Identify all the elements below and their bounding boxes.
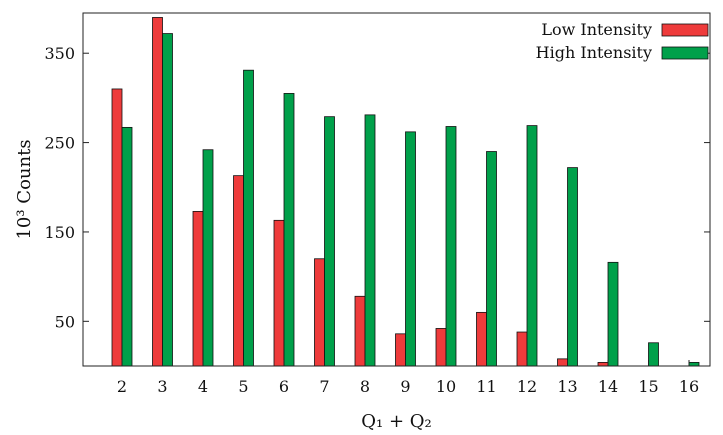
bar-low-2 [111,88,123,367]
x-tick-label: 4 [198,377,208,396]
y-tick-label: 250 [44,134,75,153]
bar-low-5 [233,175,244,367]
bar-low-13 [557,358,568,367]
x-tick-label: 3 [157,377,167,396]
bar-high-3 [162,33,173,367]
x-tick-label: 12 [517,377,537,396]
x-tick-label: 10 [436,377,456,396]
x-axis-label: Q₁ + Q₂ [361,411,431,432]
bar-low-9 [395,333,406,367]
x-tick-label: 9 [400,377,410,396]
ticks-group: 50 150 250 350 2 3 4 5 6 7 8 9 10 11 12 13 14 15 16 [44,44,710,396]
legend-label: High Intensity [536,43,652,62]
bar-low-11 [476,311,487,367]
axes-group [82,12,711,367]
bar-low-3 [152,17,163,367]
bar-high-7 [324,116,335,367]
x-tick-label: 6 [279,377,289,396]
bar-high-2 [121,126,133,367]
bar-high-4 [202,149,214,367]
y-tick-label: 150 [44,223,75,242]
bar-high-16 [688,362,700,367]
bars-group [111,17,700,367]
bar-high-11 [486,151,497,367]
x-tick-label: 7 [319,377,329,396]
plot-frame [82,12,711,367]
x-tick-label: 13 [557,377,577,396]
bar-low-14 [597,362,609,367]
bar-low-10 [435,328,447,367]
x-tick-label: 14 [598,377,618,396]
bar-high-14 [607,261,619,367]
bar-low-12 [516,331,528,367]
bar-high-13 [567,167,578,367]
bar-high-6 [283,93,295,367]
x-tick-label: 5 [238,377,248,396]
y-tick-label: 350 [44,44,75,63]
bar-low-4 [192,210,204,367]
legend-label: Low Intensity [541,20,652,39]
bar-high-15 [648,342,659,367]
bar-high-8 [364,114,376,367]
bar-high-9 [405,131,416,367]
x-tick-label: 15 [638,377,658,396]
bar-low-6 [273,219,285,367]
y-axis-label: 10³ Counts [14,139,35,239]
legend-swatch [661,46,709,60]
legend-swatch [661,23,709,37]
x-tick-label: 8 [360,377,370,396]
bar-high-5 [243,69,254,367]
y-tick-label: 50 [55,312,75,331]
x-tick-label: 2 [117,377,127,396]
legend: Low Intensity High Intensity [536,20,709,62]
bar-high-10 [445,126,457,367]
bar-low-7 [314,258,325,367]
bar-low-8 [354,295,366,367]
bar-high-12 [526,125,538,367]
x-tick-label: 16 [679,377,699,396]
x-tick-label: 11 [476,377,496,396]
